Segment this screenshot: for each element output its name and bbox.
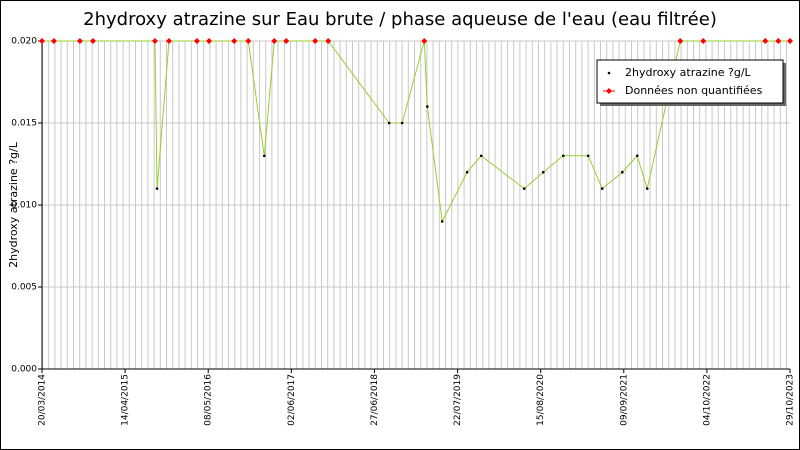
non-quantified-point [206,38,213,44]
y-tick-label: 0.000 [11,365,37,375]
data-point [262,154,266,158]
y-tick-label: 0.005 [11,283,37,293]
data-point [586,154,590,158]
x-tick-label: 08/05/2016 [204,374,214,426]
non-quantified-point [193,38,200,44]
legend-label: Données non quantifiées [625,84,763,97]
data-point [479,154,483,158]
non-quantified-point [39,38,45,44]
non-quantified-point [245,38,252,44]
non-quantified-point [775,38,782,44]
non-quantified-point [762,38,769,44]
data-point [541,170,545,174]
non-quantified-point [677,38,684,44]
x-tick-label: 20/03/2014 [38,374,48,426]
non-quantified-point [283,38,290,44]
non-quantified-point [312,38,319,44]
data-point [155,187,159,190]
data-point [600,187,604,190]
data-point [440,220,444,223]
non-quantified-point [166,38,173,44]
x-tick-label: 14/04/2015 [121,374,131,426]
non-quantified-point [787,38,793,44]
legend-box [596,59,784,104]
x-tick-label: 09/09/2021 [619,374,629,426]
y-axis-label: 2hydroxy atrazine ?g/L [7,141,20,268]
non-quantified-point [231,38,238,44]
x-tick-label: 22/07/2019 [453,374,463,426]
data-point [635,154,639,158]
y-tick-label: 0.020 [11,37,37,47]
x-tick-label: 04/10/2022 [702,374,712,426]
x-tick-label: 02/06/2017 [287,374,297,426]
data-point [522,187,526,190]
data-point [561,154,565,158]
non-quantified-point [151,38,158,44]
non-quantified-point [89,38,96,44]
non-quantified-point [421,38,428,44]
data-point [425,105,429,108]
data-point [620,170,624,174]
y-tick-label: 0.010 [11,201,37,211]
data-point [465,170,469,174]
legend-marker [606,88,612,94]
data-point [645,187,649,190]
legend-label: 2hydroxy atrazine ?g/L [625,66,752,79]
x-tick-label: 15/08/2020 [536,374,546,426]
data-point [400,121,404,125]
non-quantified-point [50,38,57,44]
non-quantified-point [325,38,332,44]
non-quantified-point [271,38,278,44]
series-line [42,40,790,224]
data-point [387,121,391,125]
non-quantified-point [700,38,707,44]
chart-title: 2hydroxy atrazine sur Eau brute / phase … [83,9,717,30]
y-tick-label: 0.015 [11,119,37,129]
x-tick-label: 27/06/2018 [370,374,380,426]
x-tick-label: 29/10/2023 [786,374,796,426]
legend-marker [607,71,611,75]
non-quantified-point [76,38,83,44]
